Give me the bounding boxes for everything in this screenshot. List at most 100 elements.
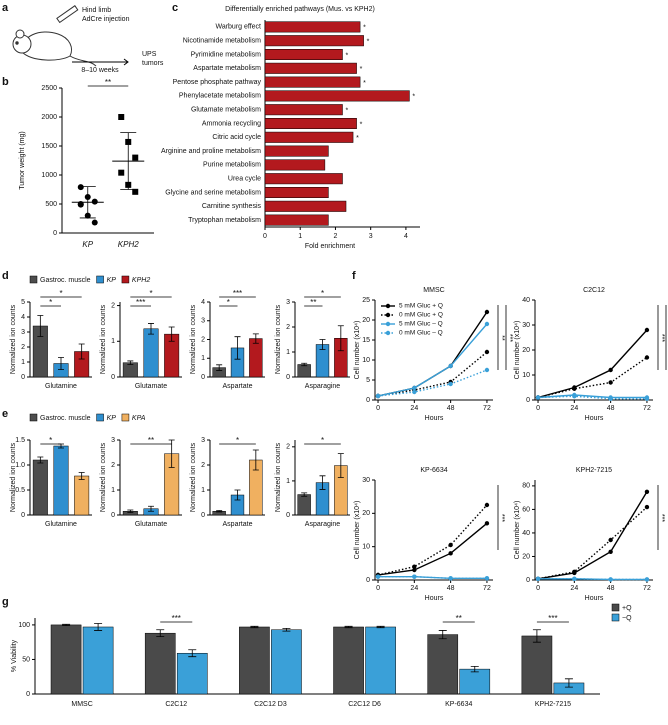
- line: [538, 578, 647, 581]
- x-tick-label: 3: [369, 233, 373, 240]
- x-tick-label: C2C12: [165, 701, 187, 708]
- bar: [239, 626, 270, 695]
- y-tick-label: 0: [111, 374, 115, 381]
- data-point: [608, 396, 613, 401]
- y-tick-label: 15: [362, 337, 370, 344]
- y-tick-label: 500: [45, 201, 57, 208]
- error-bar: [234, 489, 241, 501]
- y-tick-label: 0: [286, 374, 290, 381]
- y-tick-label: 1.0: [15, 462, 25, 469]
- significance-label: ***: [498, 514, 505, 522]
- y-tick-label: 0: [21, 512, 25, 519]
- error-bar: [564, 678, 573, 688]
- bar: [264, 62, 357, 74]
- significance-marker: *: [363, 80, 366, 87]
- y-tick-label: 3: [201, 437, 205, 444]
- x-tick-label: 24: [570, 585, 578, 592]
- bar: [264, 90, 410, 102]
- error-bar: [168, 326, 175, 342]
- y-tick-label: 1500: [41, 143, 57, 150]
- y-tick-label: 25: [362, 297, 370, 304]
- y-axis-label: Normalized ion counts: [190, 442, 197, 512]
- significance-marker: *: [360, 66, 363, 73]
- bar: [264, 21, 361, 33]
- error-bar: [148, 323, 154, 335]
- y-tick-label: 0: [526, 397, 530, 404]
- data-point: [608, 549, 613, 554]
- x-axis-label: Glutamate: [135, 521, 167, 528]
- x-tick-label: 0: [376, 585, 380, 592]
- bar: [264, 35, 364, 47]
- bar: [333, 626, 364, 695]
- line: [378, 575, 487, 580]
- error-bar: [78, 343, 85, 360]
- category-label: Tryptophan metabolism: [188, 217, 261, 224]
- x-tick-label: KP-6634: [445, 701, 472, 708]
- bar: [271, 629, 302, 695]
- error-bar: [337, 325, 344, 352]
- data-point: [132, 154, 139, 161]
- significance-marker: *: [367, 39, 370, 46]
- panel-letter: c: [172, 2, 178, 14]
- bar: [82, 626, 114, 695]
- y-tick-label: 80: [522, 483, 530, 490]
- bar: [32, 459, 48, 516]
- legend-marker: [385, 303, 391, 309]
- y-axis-label: Cell number (x10⁴): [354, 321, 361, 380]
- y-tick-label: 0: [111, 512, 115, 519]
- error-bar: [252, 449, 259, 471]
- y-tick-label: 3: [111, 437, 115, 444]
- y-tick-label: 30: [522, 322, 530, 329]
- bar: [176, 652, 208, 695]
- y-tick-label: 10: [362, 357, 370, 364]
- x-tick-label: 48: [607, 405, 615, 412]
- legend-label: KPH2: [132, 277, 150, 284]
- panel-letter: g: [2, 596, 9, 608]
- error-bar: [37, 456, 44, 464]
- significance-marker: *: [356, 135, 359, 142]
- x-tick-label: 48: [447, 585, 455, 592]
- category-label: Nicotinamide metabolism: [183, 38, 261, 45]
- y-tick-label: 3: [286, 299, 290, 306]
- y-axis-label: Cell number (x10⁴): [514, 321, 521, 380]
- data-point: [484, 309, 490, 315]
- category-label: Arginine and proline metabolism: [161, 148, 261, 155]
- error-bar: [319, 339, 326, 350]
- x-tick-label: C2C12 D6: [348, 701, 381, 708]
- category-label: Pyrimidine metabolism: [191, 51, 262, 58]
- legend-label: 5 mM Gluc – Q: [399, 321, 443, 328]
- error-bar: [127, 360, 134, 365]
- y-tick-label: 50: [22, 656, 30, 663]
- bar: [264, 145, 329, 157]
- diagram-label: Hind limb: [82, 7, 111, 14]
- x-tick-label: KPH2: [118, 240, 139, 249]
- significance-label: *: [149, 289, 152, 298]
- line: [537, 506, 648, 580]
- y-tick-label: 2: [201, 462, 205, 469]
- y-tick-label: 5: [21, 299, 25, 306]
- x-axis-label: Glutamine: [45, 521, 77, 528]
- data-point: [412, 385, 417, 391]
- data-point: [132, 188, 139, 195]
- error-bar: [62, 623, 71, 626]
- bar: [264, 187, 329, 198]
- legend-label: +Q: [622, 605, 632, 612]
- y-tick-label: 60: [522, 506, 530, 513]
- significance-label: ***: [172, 614, 181, 623]
- bar: [264, 173, 343, 185]
- x-axis-label: Aspartate: [223, 383, 253, 390]
- line: [537, 394, 647, 399]
- bar: [365, 626, 396, 695]
- category-label: Phenylacetate metabolism: [179, 93, 261, 100]
- y-tick-label: 40: [522, 530, 530, 537]
- x-tick-label: 24: [410, 405, 418, 412]
- error-bar: [319, 475, 326, 490]
- y-tick-label: 2500: [41, 85, 57, 92]
- error-bar: [127, 509, 134, 513]
- bar: [50, 624, 82, 695]
- y-tick-label: 0: [366, 577, 370, 584]
- data-point: [484, 502, 490, 508]
- subplot-title: KPH2-7215: [576, 467, 612, 474]
- y-axis-label: Normalized ion counts: [190, 304, 197, 374]
